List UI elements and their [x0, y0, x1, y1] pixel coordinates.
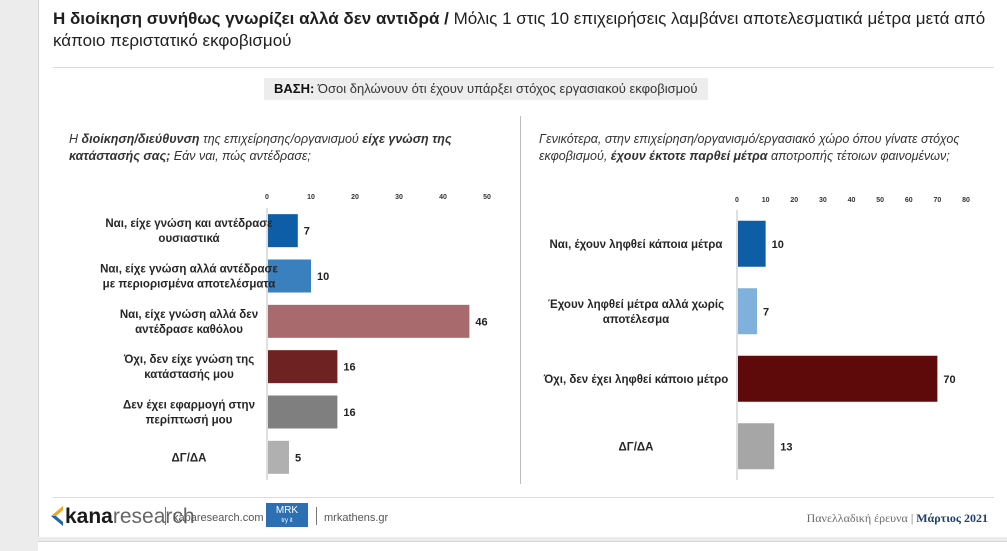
survey-label: Πανελλαδική έρευνα | — [806, 511, 917, 525]
rq-part2: αποτροπής τέτοιων φαινομένων; — [767, 149, 950, 163]
category-label: Ναι, έχουν ληφθεί κάποια μέτρα — [550, 239, 723, 251]
footer-sep-2 — [316, 507, 317, 525]
bar — [268, 350, 338, 384]
category-label: Όχι, δεν είχε γνώση της — [123, 354, 254, 366]
mrk-logo: MRK try it — [266, 503, 308, 527]
data-label: 5 — [295, 452, 301, 464]
x-tick-label: 30 — [395, 194, 403, 201]
lq-part2: της επιχείρησης/οργανισμού — [199, 132, 363, 146]
rq-bold1: έχουν έκτοτε παρθεί μέτρα — [610, 149, 768, 163]
data-label: 13 — [780, 441, 792, 453]
bar — [738, 423, 775, 470]
data-label: 10 — [772, 239, 784, 251]
category-label: κατάστασής μου — [144, 369, 234, 381]
x-tick-label: 20 — [790, 197, 798, 204]
chart-right: 0 10 20 30 40 50 60 70 80 10 Ναι, έχουν ληφθεί κάπ… — [543, 197, 970, 480]
data-label: 46 — [475, 316, 487, 328]
category-label: Δεν έχει εφαρμογή στην — [123, 400, 255, 412]
kana-chevron-icon — [51, 506, 63, 526]
header-divider — [53, 67, 994, 68]
x-tick-label: 30 — [819, 197, 827, 204]
slide: Η διοίκηση συνήθως γνωρίζει αλλά δεν αντ… — [38, 0, 1007, 537]
category-label: αποτέλεσμα — [603, 314, 669, 326]
survey-date: Μάρτιος 2021 — [916, 511, 988, 525]
mrk-site-link[interactable]: mrkathens.gr — [324, 512, 389, 524]
page-title: Η διοίκηση συνήθως γνωρίζει αλλά δεν αντ… — [53, 8, 993, 52]
x-tick-label: 0 — [735, 197, 739, 204]
lq-part1: Η — [69, 132, 82, 146]
survey-info: Πανελλαδική έρευνα | Μάρτιος 2021 — [807, 511, 988, 526]
lq-bold2: είχε γνώση της κατάστασής σας; — [69, 132, 452, 163]
base-text: Όσοι δηλώνουν ότι έχουν υπάρξει στόχος ε… — [314, 81, 698, 96]
title-rest: Μόλις 1 στις 10 επιχειρήσεις λαμβάνει απ… — [53, 9, 986, 50]
data-label: 7 — [763, 306, 769, 318]
kana-site-link[interactable]: kaparesearch.com — [173, 512, 264, 524]
footer-divider — [53, 497, 994, 498]
x-tick-label: 10 — [762, 197, 770, 204]
data-label: 16 — [343, 407, 355, 419]
footer-sep-1 — [165, 507, 166, 525]
chart-left: 0 10 20 30 40 50 7 Ναι, είχε γνώση και αντέδρασ… — [100, 194, 491, 480]
x-tick-label: 20 — [351, 194, 359, 201]
category-label: με περιορισμένα αποτελέσματα — [103, 279, 276, 291]
mrk-label: MRK — [275, 505, 299, 516]
x-tick-label: 40 — [439, 194, 447, 201]
left-question: Η διοίκηση/διεύθυνση της επιχείρησης/οργ… — [69, 131, 499, 165]
x-tick-label: 10 — [307, 194, 315, 201]
category-label: Ναι, είχε γνώση αλλά δεν — [120, 309, 258, 321]
x-tick-label: 50 — [483, 194, 491, 201]
kana-logo: kanaresearch — [51, 506, 195, 528]
x-tick-label: 80 — [962, 197, 970, 204]
bar — [738, 288, 758, 335]
next-slide-edge — [38, 541, 1007, 551]
category-label: Ναι, είχε γνώση και αντέδρασε — [105, 218, 273, 230]
base-note: ΒΑΣΗ: Όσοι δηλώνουν ότι έχουν υπάρξει στ… — [264, 78, 708, 100]
base-label: ΒΑΣΗ: — [274, 81, 315, 96]
category-label: ΔΓ/ΔΑ — [619, 441, 654, 453]
data-label: 16 — [343, 362, 355, 374]
data-label: 7 — [304, 226, 310, 238]
x-tick-label: 40 — [848, 197, 856, 204]
x-tick-label: 50 — [876, 197, 884, 204]
logo-kana: kana — [65, 505, 113, 528]
bar — [268, 259, 311, 293]
bar — [738, 355, 938, 402]
bar — [268, 440, 289, 474]
bar — [268, 214, 298, 248]
data-label: 10 — [317, 271, 329, 283]
bar — [738, 220, 766, 267]
x-tick-label: 60 — [905, 197, 913, 204]
bar — [268, 395, 338, 429]
category-label: Έχουν ληφθεί μέτρα αλλά χωρίς — [548, 299, 724, 311]
mrk-sub: try it — [281, 518, 293, 524]
right-question: Γενικότερα, στην επιχείρηση/οργανισμό/ερ… — [539, 131, 984, 165]
x-tick-label: 70 — [933, 197, 941, 204]
logo-research: research — [112, 505, 195, 528]
data-label: 70 — [943, 374, 955, 386]
category-label: ΔΓ/ΔΑ — [172, 452, 207, 464]
category-label: ουσιαστικά — [158, 233, 219, 245]
charts-divider — [520, 116, 521, 484]
rq-part1: Γενικότερα, στην επιχείρηση/οργανισμό/ερ… — [539, 132, 960, 163]
category-label: Ναι, είχε γνώση αλλά αντέδρασε — [100, 264, 278, 276]
category-label: Όχι, δεν έχει ληφθεί κάποιο μέτρο — [543, 374, 729, 386]
x-tick-label: 0 — [265, 194, 269, 201]
title-bold: Η διοίκηση συνήθως γνωρίζει αλλά δεν αντ… — [53, 9, 449, 28]
category-label: αντέδρασε καθόλου — [135, 324, 243, 336]
lq-bold1: διοίκηση/διεύθυνση — [81, 132, 200, 146]
lq-part3: Εάν ναι, πώς αντέδρασε; — [170, 149, 311, 163]
bar — [268, 304, 470, 338]
category-label: περίπτωσή μου — [146, 415, 233, 427]
